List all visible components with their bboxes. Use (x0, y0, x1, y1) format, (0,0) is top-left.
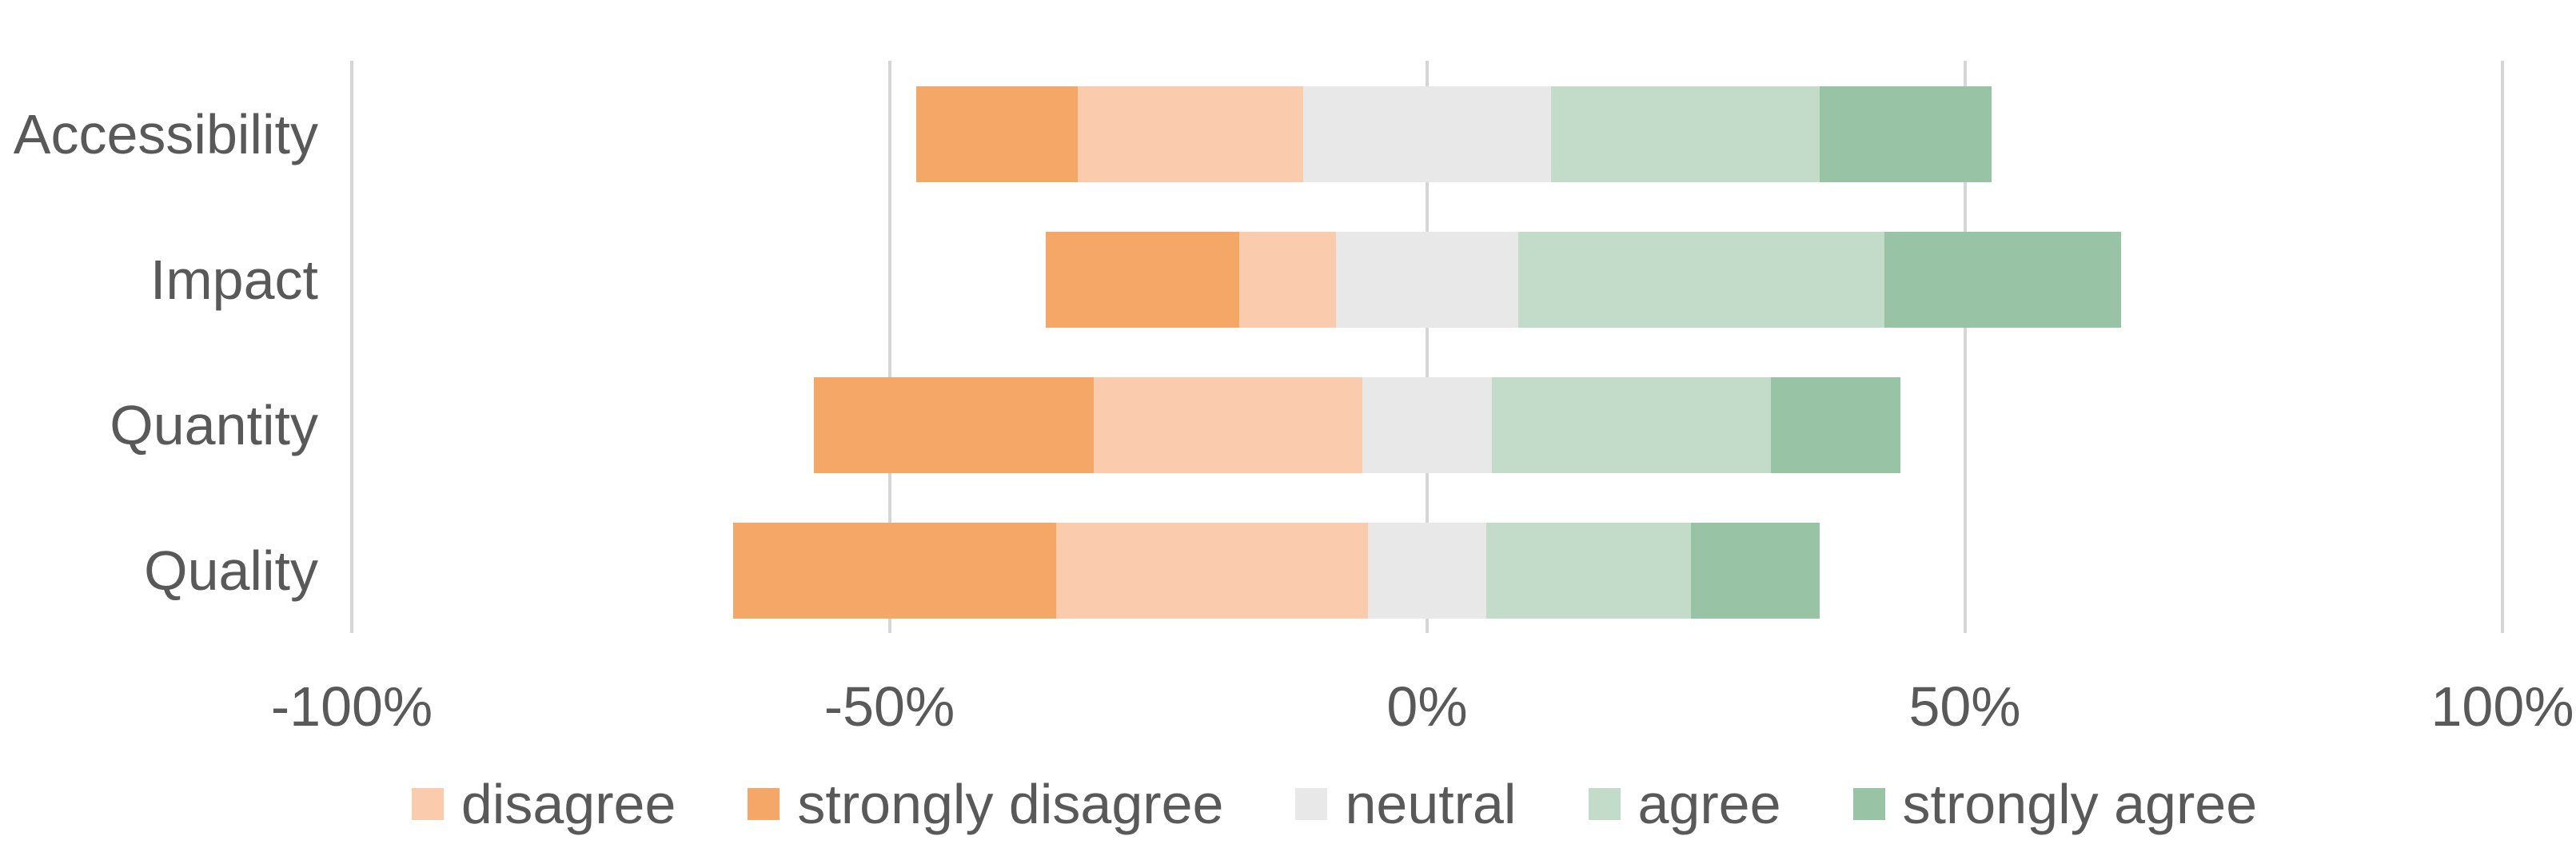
bar-segment-strongly-disagree-accessibility (916, 86, 1078, 182)
gridline--100 (350, 61, 353, 633)
bar-segment-agree-impact (1518, 232, 1884, 328)
bar-segment-disagree-impact (1238, 232, 1336, 328)
bar-segment-strongly-agree-impact (1884, 232, 2121, 328)
x-tick-label: -50% (823, 675, 955, 738)
legend: disagree strongly disagree neutral agree str… (46, 766, 2576, 842)
bar-segment-strongly-disagree-quality (733, 523, 1056, 619)
legend-item-strongly-agree: strongly agree (1852, 772, 2258, 836)
legend-swatch-strongly-disagree (748, 788, 780, 820)
legend-item-agree: agree (1588, 772, 1781, 836)
legend-swatch-disagree (411, 788, 444, 820)
x-tick-label: 0% (1386, 675, 1468, 738)
legend-item-strongly-disagree: strongly disagree (748, 772, 1223, 836)
bar-segment-neutral-quantity (1362, 377, 1492, 473)
x-tick-label: 50% (1908, 675, 2021, 738)
legend-item-disagree: disagree (411, 772, 676, 836)
bar-segment-neutral-impact (1335, 232, 1519, 328)
bar-segment-agree-quantity (1491, 377, 1772, 473)
category-label-quality: Quality (144, 539, 318, 602)
gridline-50 (1963, 61, 1967, 633)
bar-segment-strongly-agree-accessibility (1819, 86, 1992, 182)
legend-swatch-strongly-agree (1852, 788, 1885, 820)
bar-segment-strongly-disagree-impact (1045, 232, 1239, 328)
gridline-0 (1426, 61, 1429, 633)
category-label-accessibility: Accessibility (13, 103, 318, 165)
legend-swatch-agree (1588, 788, 1621, 820)
bar-segment-neutral-accessibility (1303, 86, 1551, 182)
gridline--50 (887, 61, 891, 633)
bar-segment-strongly-agree-quantity (1771, 377, 1900, 473)
x-tick-label: -100% (270, 675, 433, 738)
bar-segment-disagree-quantity (1094, 377, 1363, 473)
legend-item-neutral: neutral (1295, 772, 1517, 836)
legend-item-label: disagree (461, 773, 676, 835)
legend-item-label: neutral (1345, 773, 1517, 835)
bar-segment-disagree-accessibility (1077, 86, 1304, 182)
bar-segment-agree-accessibility (1550, 86, 1820, 182)
bar-segment-agree-quality (1485, 523, 1691, 619)
category-label-quantity: Quantity (110, 394, 318, 456)
legend-swatch-neutral (1295, 788, 1328, 820)
x-tick-label: 100% (2430, 675, 2574, 738)
category-label-impact: Impact (150, 249, 318, 311)
bar-segment-strongly-agree-quality (1690, 523, 1820, 619)
legend-item-label: strongly agree (1902, 773, 2258, 835)
gridline-100 (2501, 61, 2504, 633)
legend-item-label: agree (1637, 773, 1781, 835)
bar-segment-neutral-quality (1368, 523, 1486, 619)
bar-segment-disagree-quality (1055, 523, 1369, 619)
legend-item-label: strongly disagree (797, 773, 1224, 835)
bar-segment-strongly-disagree-quantity (814, 377, 1095, 473)
